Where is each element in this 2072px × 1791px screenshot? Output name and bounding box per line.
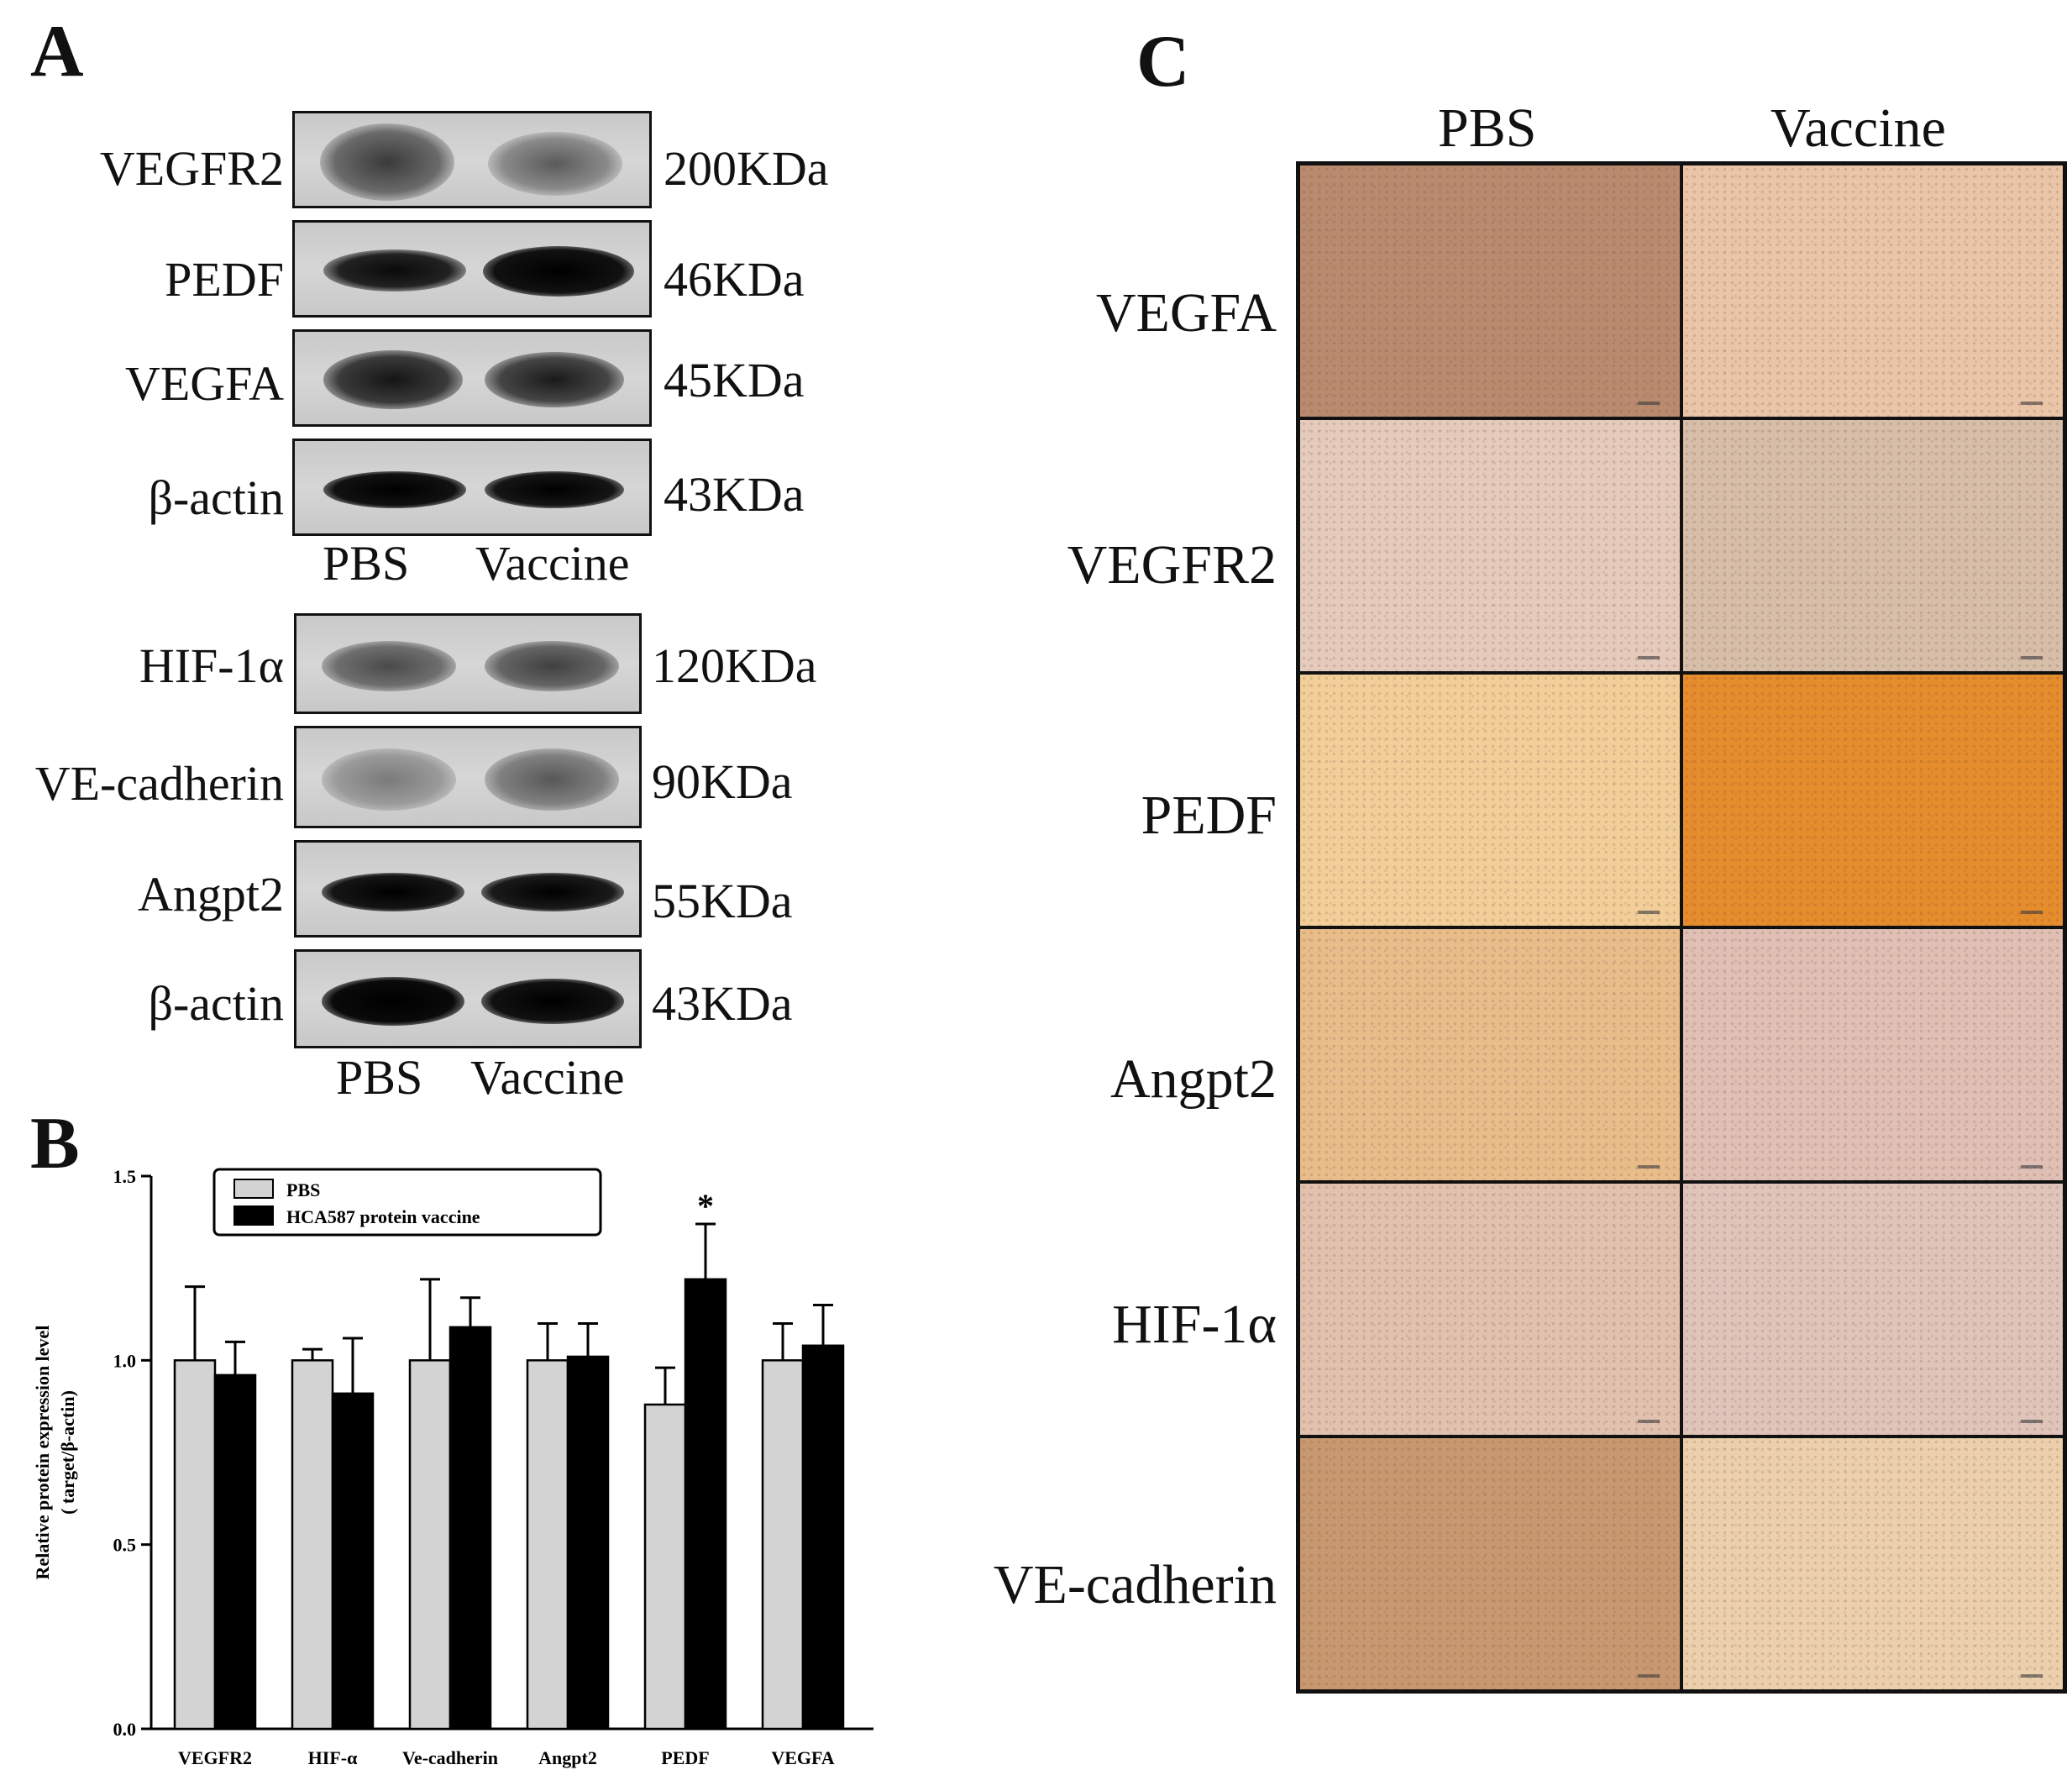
panel-label-b: B (30, 1103, 80, 1184)
blot-size: 45KDa (664, 353, 805, 407)
scale-bar (1638, 402, 1660, 405)
bar (408, 1359, 452, 1731)
blot-strip (294, 949, 642, 1048)
bar (761, 1359, 805, 1731)
ihc-image (1298, 1182, 1681, 1436)
ihc-image (1298, 1436, 1681, 1691)
blot-label: β-actin (148, 976, 284, 1031)
significance-mark: * (697, 1187, 714, 1225)
ihc-image (1681, 1182, 2064, 1436)
bar (566, 1355, 610, 1731)
blot-size: 46KDa (664, 252, 805, 307)
scale-bar (2021, 1165, 2043, 1169)
x-tick-label: Angpt2 (538, 1747, 597, 1768)
legend-label: HCA587 protein vaccine (286, 1206, 480, 1227)
scale-bar (1638, 1420, 1660, 1423)
bar (173, 1359, 217, 1731)
bar (331, 1392, 375, 1731)
ihc-image-grid (1296, 161, 2067, 1694)
x-tick-label: HIF-α (308, 1747, 358, 1768)
lane-label: Vaccine (475, 536, 630, 591)
bar (801, 1344, 845, 1731)
blot-strip (292, 329, 652, 427)
ihc-image (1298, 418, 1681, 673)
panel-label-c: C (1136, 21, 1190, 102)
x-tick-label: VEGFR2 (178, 1747, 252, 1768)
ihc-image (1298, 164, 1681, 418)
y-axis-label: ( target/β-actin) (57, 1390, 78, 1515)
bar (684, 1278, 727, 1731)
bar (291, 1359, 334, 1731)
y-tick-label: 1.0 (113, 1350, 137, 1371)
bar-chart: 0.0 0.5 1.0 1.5 Relative protein expression … (32, 1166, 873, 1768)
ihc-image (1681, 927, 2064, 1182)
blot-size: 90KDa (652, 754, 793, 809)
ihc-row-label: Angpt2 (1110, 1048, 1277, 1110)
blot-strip (292, 220, 652, 318)
blot-label: VEGFA (124, 356, 284, 411)
y-tick-label: 0.0 (113, 1719, 137, 1740)
scale-bar (2021, 1674, 2043, 1678)
ihc-image (1681, 418, 2064, 673)
blot-strip (292, 111, 652, 208)
legend-swatch (233, 1205, 274, 1226)
ihc-column-label: Vaccine (1770, 97, 1946, 159)
blot-label: Angpt2 (138, 867, 284, 922)
ihc-row-label: PEDF (1141, 785, 1277, 846)
ihc-column-label: PBS (1438, 97, 1537, 159)
blot-size: 43KDa (652, 976, 793, 1031)
scale-bar (2021, 656, 2043, 659)
bar (213, 1373, 257, 1731)
ihc-row-label: VEGFR2 (1067, 534, 1277, 596)
legend-swatch (233, 1179, 274, 1199)
scale-bar (1638, 911, 1660, 914)
y-tick-label: 0.5 (113, 1535, 137, 1556)
blot-strip (294, 840, 642, 938)
lane-label: Vaccine (470, 1050, 625, 1105)
blot-strip (294, 613, 642, 714)
blot-size: 55KDa (652, 874, 793, 928)
scale-bar (2021, 402, 2043, 405)
y-axis-label: Relative protein expression level (32, 1326, 53, 1580)
blot-strip (294, 726, 642, 828)
ihc-image (1298, 673, 1681, 927)
blot-label: VEGFR2 (99, 141, 284, 196)
bar (643, 1403, 687, 1731)
ihc-image (1681, 1436, 2064, 1691)
ihc-row-label: HIF-1α (1112, 1294, 1277, 1355)
legend-label: PBS (286, 1179, 320, 1200)
x-tick-label: PEDF (661, 1747, 709, 1768)
lane-label: PBS (336, 1050, 423, 1105)
blot-label: VE-cadherin (34, 756, 284, 811)
blot-label: PEDF (165, 252, 284, 307)
y-tick-label: 1.5 (113, 1166, 137, 1187)
ihc-row-label: VE-cadherin (993, 1554, 1277, 1615)
blot-strip (292, 439, 652, 536)
ihc-image (1298, 927, 1681, 1182)
ihc-row-label: VEGFA (1095, 282, 1277, 344)
blot-size: 43KDa (664, 467, 805, 522)
blot-size: 200KDa (664, 141, 829, 196)
blot-label: HIF-1α (139, 638, 284, 693)
ihc-image (1681, 673, 2064, 927)
bar (526, 1359, 569, 1731)
scale-bar (1638, 656, 1660, 659)
scale-bar (1638, 1165, 1660, 1169)
scale-bar (1638, 1674, 1660, 1678)
x-tick-label: Ve-cadherin (402, 1747, 498, 1768)
x-tick-label: VEGFA (771, 1747, 834, 1768)
ihc-image (1681, 164, 2064, 418)
panel-label-a: A (30, 11, 84, 92)
lane-label: PBS (323, 536, 410, 591)
legend-box (212, 1168, 602, 1237)
blot-size: 120KDa (652, 638, 817, 693)
scale-bar (2021, 1420, 2043, 1423)
scale-bar (2021, 911, 2043, 914)
blot-label: β-actin (148, 470, 284, 525)
bar (448, 1326, 492, 1731)
